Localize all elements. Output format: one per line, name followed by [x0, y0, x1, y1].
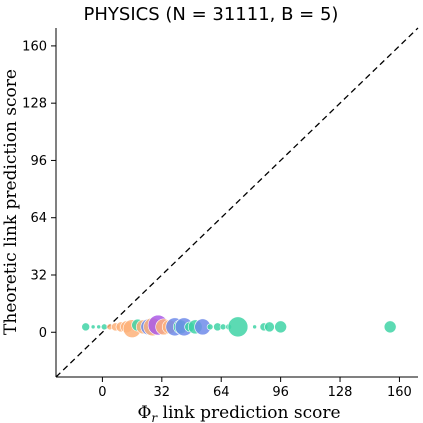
scatter-point: [219, 323, 227, 331]
x-tick-label: 128: [328, 385, 353, 400]
scatter-point: [227, 316, 249, 338]
reference-line-layer: [55, 27, 419, 378]
scatter-point: [100, 323, 108, 331]
scatter-point: [264, 321, 275, 333]
x-axis-label-main: Φ: [137, 403, 151, 423]
scatter-point: [274, 320, 287, 334]
y-ticks: 0 32 64 96 128 160: [22, 39, 56, 341]
x-tick-label: 96: [272, 385, 289, 400]
diagonal-reference-line: [55, 27, 419, 378]
y-tick-label: 96: [30, 154, 47, 169]
scatter-point: [90, 324, 96, 330]
y-tick-label: 0: [39, 326, 47, 341]
chart-title: PHYSICS (N = 31111, B = 5): [84, 4, 339, 25]
y-tick-label: 160: [22, 39, 47, 54]
x-tick-label: 160: [387, 385, 412, 400]
scatter-point: [383, 320, 397, 334]
x-axis-label-rest: link prediction score: [157, 403, 340, 423]
y-tick-label: 128: [22, 97, 47, 112]
x-tick-label: 0: [98, 385, 106, 400]
scatter-point: [81, 322, 91, 332]
x-tick-label: 64: [213, 385, 230, 400]
x-tick-label: 32: [154, 385, 171, 400]
y-axis-label: Theoretic link prediction score: [1, 69, 21, 335]
x-ticks: 0 32 64 96 128 160: [98, 377, 412, 400]
y-tick-label: 32: [30, 268, 47, 283]
scatter-point: [252, 324, 257, 330]
x-axis-label-subscript: r: [151, 411, 158, 423]
points-layer: [81, 314, 397, 338]
x-axis-label: Φr link prediction score: [137, 403, 340, 423]
scatter-point: [96, 324, 101, 330]
scatter-point: [206, 323, 214, 331]
y-tick-label: 64: [30, 211, 47, 226]
